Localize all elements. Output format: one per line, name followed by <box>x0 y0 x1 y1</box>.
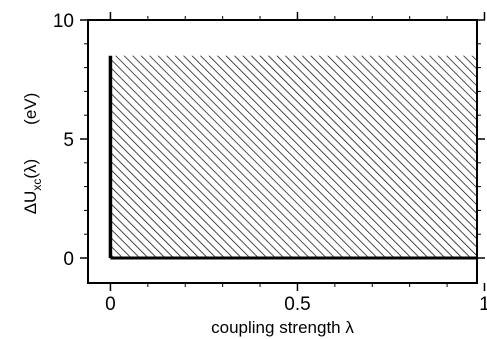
y-tick-label: 0 <box>63 249 74 270</box>
y-tick-label: 10 <box>53 11 74 32</box>
hatched-area <box>110 55 477 259</box>
x-tick-label: 0 <box>105 294 116 315</box>
x-tick-label: 1 <box>479 294 487 315</box>
x-axis-label: coupling strength λ <box>211 318 354 337</box>
x-tick-label: 0.5 <box>284 294 310 315</box>
y-tick-label: 5 <box>63 130 74 151</box>
y-axis-label: ΔUxc(λ) (eV) <box>21 93 44 215</box>
plot-frame <box>87 19 478 284</box>
